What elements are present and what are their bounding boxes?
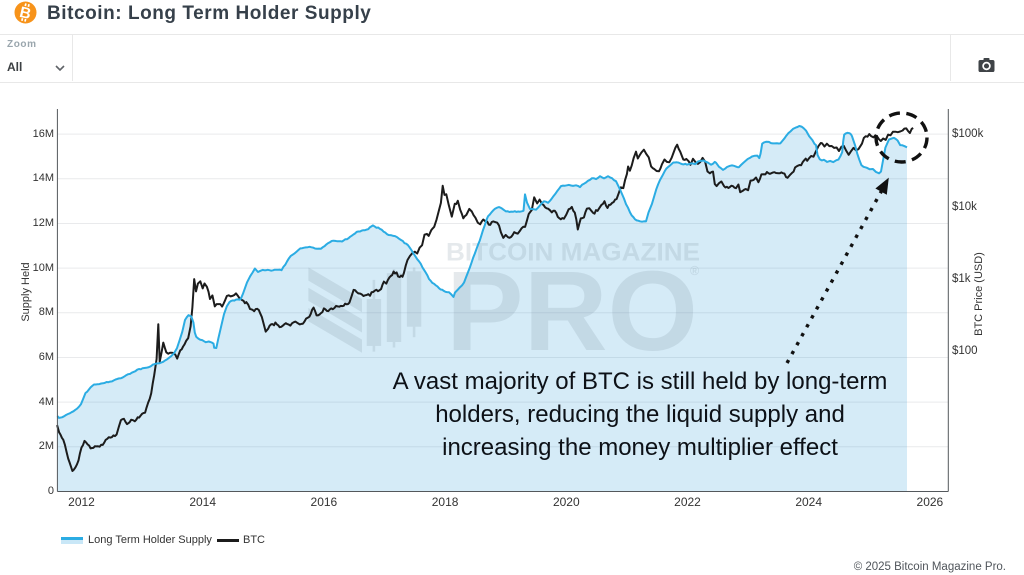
svg-text:®: ® — [690, 264, 700, 278]
svg-text:B: B — [18, 4, 33, 23]
svg-text:BITCOIN MAGAZINE: BITCOIN MAGAZINE — [446, 239, 700, 267]
svg-text:PRO: PRO — [446, 248, 698, 374]
